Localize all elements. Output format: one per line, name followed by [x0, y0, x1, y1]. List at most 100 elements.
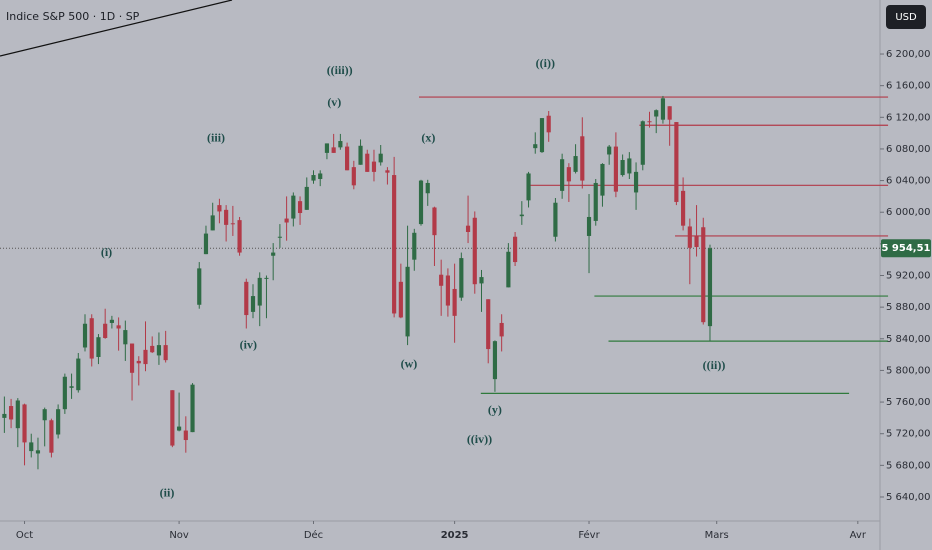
candle-body: [513, 236, 518, 263]
candle-body: [465, 225, 471, 232]
candle-body: [560, 159, 565, 191]
candle-body: [271, 252, 276, 256]
candle-body: [338, 141, 343, 148]
wave-label: (w): [401, 357, 418, 371]
x-tick-label: Mars: [705, 530, 729, 541]
candle-body: [519, 214, 524, 217]
x-tick-label: 2025: [441, 530, 469, 541]
candle-body: [324, 143, 330, 153]
candle-body: [681, 190, 686, 226]
candle-body: [156, 345, 162, 356]
y-tick-label: 5 920,00: [886, 271, 931, 282]
candle-body: [304, 186, 309, 210]
wave-label: (ii): [160, 486, 175, 500]
candle-body: [459, 258, 464, 298]
candle-body: [385, 170, 390, 173]
candle-body: [694, 235, 699, 248]
candle-body: [284, 218, 289, 223]
candle-body: [593, 182, 598, 221]
y-tick-label: 5 800,00: [886, 365, 931, 376]
candle-body: [237, 220, 242, 253]
currency-button[interactable]: [886, 5, 926, 29]
candle-body: [358, 145, 363, 165]
y-tick-label: 5 680,00: [886, 460, 931, 471]
wave-label: (v): [327, 95, 341, 109]
y-tick-label: 5 760,00: [886, 397, 931, 408]
currency-label[interactable]: USD: [895, 12, 917, 23]
wave-label: (i): [101, 245, 112, 259]
candle-body: [566, 167, 571, 182]
candle-body: [479, 277, 484, 284]
candle-body: [640, 121, 645, 165]
candle-body: [230, 223, 235, 225]
candle-body: [405, 266, 410, 337]
candle-body: [197, 268, 202, 305]
candle-body: [203, 233, 209, 255]
wave-label: ((ii)): [703, 358, 726, 372]
candle-body: [586, 216, 592, 236]
y-tick-label: 5 640,00: [886, 492, 931, 503]
y-tick-label: 6 040,00: [886, 176, 931, 187]
candle-body: [506, 251, 511, 288]
candle-body: [62, 376, 67, 410]
candle-body: [224, 209, 229, 225]
candle-body: [432, 207, 437, 236]
candle-body: [351, 167, 356, 186]
y-tick-label: 5 880,00: [886, 302, 931, 313]
candle-body: [96, 337, 101, 357]
candle-body: [687, 226, 692, 248]
candle-body: [486, 299, 491, 350]
chart-title: Indice S&P 500 · 1D · SP: [6, 10, 140, 23]
y-tick-label: 6 200,00: [886, 49, 931, 60]
y-tick-label: 5 720,00: [886, 429, 931, 440]
candle-body: [210, 215, 215, 231]
candle-body: [177, 426, 182, 431]
candle-body: [103, 323, 108, 338]
candle-body: [607, 146, 612, 155]
candle-body: [378, 153, 383, 163]
trend-line: [0, 0, 233, 57]
candle-body: [109, 319, 114, 323]
candle-body: [163, 345, 168, 361]
candle-body: [573, 156, 578, 172]
y-tick-label: 6 120,00: [886, 112, 931, 123]
candle-body: [291, 195, 296, 219]
candle-body: [190, 384, 195, 433]
wave-label: ((i)): [536, 56, 555, 70]
candle-body: [277, 236, 282, 238]
candle-body: [143, 349, 148, 365]
last-price-box: [881, 239, 931, 258]
candle-body: [22, 404, 27, 443]
candle-body: [35, 450, 41, 454]
candle-body: [257, 277, 262, 306]
x-tick-label: Oct: [16, 530, 33, 541]
y-tick-label: 6 080,00: [886, 144, 931, 155]
candle-body: [553, 202, 558, 237]
candle-body: [183, 430, 188, 441]
candle-body: [425, 182, 430, 194]
candle-body: [116, 325, 121, 329]
x-tick-label: Déc: [304, 529, 323, 541]
candle-body: [150, 345, 155, 353]
candle-body: [654, 110, 659, 117]
candle-body: [29, 442, 34, 452]
candle-body: [250, 296, 256, 312]
wave-label: (y): [488, 403, 502, 417]
candle-body: [600, 163, 605, 196]
x-tick-label: Févr: [578, 529, 600, 541]
candle-body: [660, 98, 666, 120]
candle-body: [627, 158, 632, 174]
candle-body: [345, 146, 350, 171]
x-tick-label: Nov: [169, 530, 189, 541]
candle-body: [533, 144, 538, 149]
last-price-label: 5 954,51: [881, 243, 930, 254]
wave-label: (iv): [240, 338, 257, 352]
candle-body: [129, 343, 135, 373]
candle-body: [69, 386, 74, 388]
candle-body: [492, 341, 498, 380]
candle-body: [89, 318, 94, 359]
candle-body: [647, 121, 652, 123]
candle-body: [2, 413, 7, 418]
